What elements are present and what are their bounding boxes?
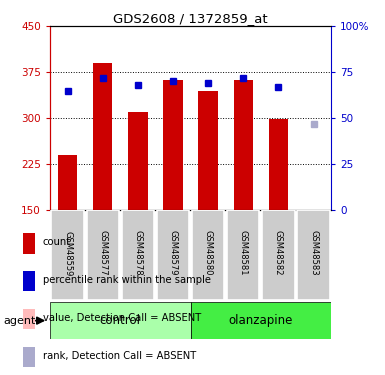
- Bar: [87, 210, 119, 300]
- Bar: [128, 112, 147, 210]
- Bar: [23, 346, 35, 368]
- Bar: [191, 302, 331, 339]
- Bar: [297, 210, 330, 300]
- Text: value, Detection Call = ABSENT: value, Detection Call = ABSENT: [42, 313, 201, 323]
- Bar: [234, 80, 253, 210]
- Text: GSM48578: GSM48578: [133, 230, 142, 276]
- Bar: [23, 271, 35, 291]
- Bar: [58, 155, 77, 210]
- Bar: [122, 210, 154, 300]
- Bar: [93, 63, 112, 210]
- Text: GSM48579: GSM48579: [169, 231, 177, 276]
- Text: percentile rank within the sample: percentile rank within the sample: [42, 275, 211, 285]
- Text: GSM48577: GSM48577: [98, 230, 107, 276]
- Text: GSM48583: GSM48583: [309, 230, 318, 276]
- Text: GSM48582: GSM48582: [274, 231, 283, 276]
- Text: count: count: [42, 237, 71, 247]
- Bar: [157, 210, 189, 300]
- Text: control: control: [100, 314, 141, 327]
- Title: GDS2608 / 1372859_at: GDS2608 / 1372859_at: [113, 12, 268, 25]
- Bar: [23, 309, 35, 330]
- Text: rank, Detection Call = ABSENT: rank, Detection Call = ABSENT: [42, 351, 196, 361]
- Bar: [199, 91, 218, 210]
- Text: GSM48581: GSM48581: [239, 231, 248, 276]
- Text: GSM48559: GSM48559: [63, 231, 72, 276]
- Bar: [192, 210, 224, 300]
- Bar: [23, 232, 35, 254]
- Bar: [50, 302, 191, 339]
- Bar: [163, 80, 182, 210]
- Bar: [262, 210, 295, 300]
- Bar: [227, 210, 259, 300]
- Text: GSM48580: GSM48580: [204, 231, 213, 276]
- Text: agent: agent: [4, 316, 36, 326]
- Text: olanzapine: olanzapine: [229, 314, 293, 327]
- Bar: [269, 119, 288, 210]
- Bar: [52, 210, 84, 300]
